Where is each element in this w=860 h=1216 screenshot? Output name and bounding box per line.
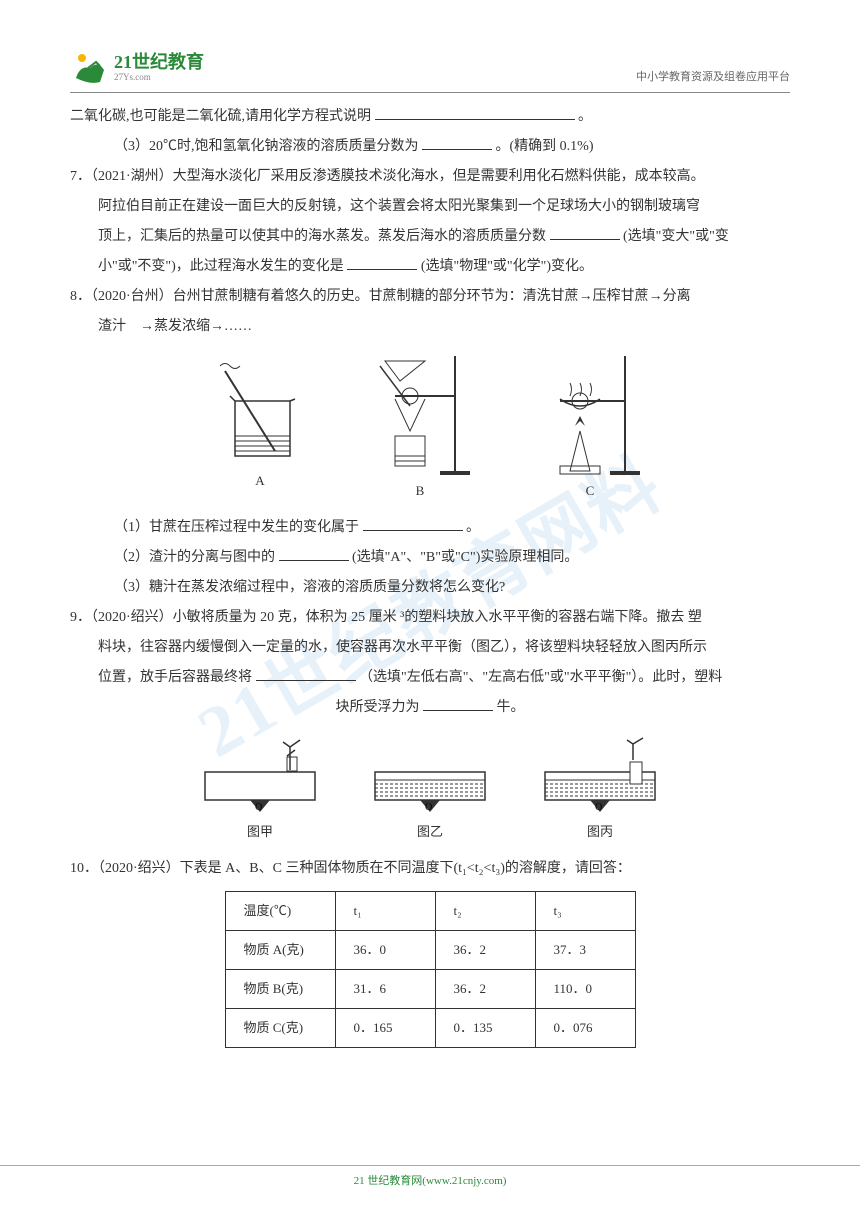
text-line: 阿拉伯目前正在建设一面巨大的反射镜，这个装置会将太阳光聚集到一个足球场大小的钢制… xyxy=(70,193,790,221)
blank xyxy=(550,224,620,240)
page-content: 21世纪教育 27Ys.com 中小学教育资源及组卷应用平台 二氧化碳,也可能是… xyxy=(70,50,790,1048)
balance-water-icon: O xyxy=(365,732,495,817)
text-line: （3）糖汁在蒸发浓缩过程中，溶液的溶质质量分数将怎么变化? xyxy=(70,574,790,602)
page-footer: 21 世纪教育网(www.21cnjy.com) xyxy=(0,1165,860,1192)
diagram-bing: O 图丙 xyxy=(535,732,665,845)
text: (选填"物理"或"化学")变化。 xyxy=(421,259,593,274)
blank xyxy=(256,665,356,681)
diagram-A: A xyxy=(205,351,315,504)
text: 。 xyxy=(466,520,480,535)
text: 位置，放手后容器最终将 xyxy=(98,670,252,685)
table-cell: 0．165 xyxy=(335,1009,435,1048)
diagram-label: 图乙 xyxy=(417,819,443,845)
beaker-stirring-icon xyxy=(205,351,315,466)
blank xyxy=(423,695,493,711)
blank xyxy=(279,545,349,561)
text: 二氧化碳,也可能是二氧化硫,请用化学方程式说明 xyxy=(70,109,371,124)
diagram-label: C xyxy=(586,478,595,504)
text-line: （3）20℃时,饱和氢氧化钠溶液的溶质质量分数为 。(精确到 0.1%) xyxy=(70,133,790,161)
balance-empty-icon: O xyxy=(195,732,325,817)
blank xyxy=(347,254,417,270)
text: 。 xyxy=(578,109,592,124)
table-header-cell: t₂ xyxy=(435,892,535,931)
blank xyxy=(363,515,463,531)
table-cell: 36．2 xyxy=(435,970,535,1009)
text: (选填"A"、"B"或"C")实验原理相同。 xyxy=(352,550,578,565)
table-cell: 37．3 xyxy=(535,931,635,970)
blank xyxy=(422,134,492,150)
text: 顶上，汇集后的热量可以使其中的海水蒸发。蒸发后海水的溶质质量分数 xyxy=(98,229,546,244)
diagram-B: B xyxy=(355,351,485,504)
logo-icon xyxy=(70,50,110,86)
evaporation-icon xyxy=(525,351,655,476)
table-cell: 物质 C(克) xyxy=(225,1009,335,1048)
diagram-label: A xyxy=(255,468,264,494)
table-header-cell: t₁ xyxy=(335,892,435,931)
diagram-label: B xyxy=(416,478,425,504)
text-line: （2）渣汁的分离与图中的 (选填"A"、"B"或"C")实验原理相同。 xyxy=(70,544,790,572)
diagram-label: 图甲 xyxy=(247,819,273,845)
diagram-yi: O 图乙 xyxy=(365,732,495,845)
question-10: 10．（2020·绍兴）下表是 A、B、C 三种固体物质在不同温度下(t₁<t₂… xyxy=(70,855,790,883)
header-right: 中小学教育资源及组卷应用平台 xyxy=(636,50,790,88)
diagram-label: 图丙 xyxy=(587,819,613,845)
text: 小"或"不变")，此过程海水发生的变化是 xyxy=(98,259,344,274)
text: 块所受浮力为 xyxy=(336,700,420,715)
text-line: 渣汁 →蒸发浓缩→…… xyxy=(70,313,790,341)
svg-text:O: O xyxy=(595,802,602,813)
text: 牛。 xyxy=(497,700,525,715)
table-cell: 110．0 xyxy=(535,970,635,1009)
table-cell: 31．6 xyxy=(335,970,435,1009)
blank xyxy=(375,104,575,120)
diagram-C: C xyxy=(525,351,655,504)
question-7: 7．（2021·湖州）大型海水淡化厂采用反渗透膜技术淡化海水，但是需要利用化石燃… xyxy=(70,163,790,191)
text: （1）甘蔗在压榨过程中发生的变化属于 xyxy=(114,520,359,535)
page-header: 21世纪教育 27Ys.com 中小学教育资源及组卷应用平台 xyxy=(70,50,790,93)
table-row: 物质 A(克)36．036．237．3 xyxy=(225,931,635,970)
text-line: 位置，放手后容器最终将 （选填"左低右高"、"左高右低"或"水平平衡"）。此时，… xyxy=(70,664,790,692)
logo-text-top: 21世纪教育 xyxy=(114,53,204,73)
text: （选填"左低右高"、"左高右低"或"水平平衡"）。此时，塑料 xyxy=(359,670,722,685)
table-cell: 物质 B(克) xyxy=(225,970,335,1009)
diagram-row-q9: O 图甲 O 图乙 xyxy=(70,732,790,845)
question-8: 8．（2020·台州）台州甘蔗制糖有着悠久的历史。甘蔗制糖的部分环节为：清洗甘蔗… xyxy=(70,283,790,311)
table-header-cell: 温度(℃) xyxy=(225,892,335,931)
table-cell: 0．076 xyxy=(535,1009,635,1048)
text-line: 块所受浮力为 牛。 xyxy=(70,694,790,722)
diagram-jia: O 图甲 xyxy=(195,732,325,845)
text-line: 二氧化碳,也可能是二氧化硫,请用化学方程式说明 。 xyxy=(70,103,790,131)
table-cell: 36．2 xyxy=(435,931,535,970)
text-line: 料块，往容器内缓慢倒入一定量的水，使容器再次水平平衡（图乙），将该塑料块轻轻放入… xyxy=(70,634,790,662)
filtration-icon xyxy=(355,351,485,476)
text-line: （1）甘蔗在压榨过程中发生的变化属于 。 xyxy=(70,514,790,542)
svg-text:O: O xyxy=(425,802,432,813)
text-line: 顶上，汇集后的热量可以使其中的海水蒸发。蒸发后海水的溶质质量分数 (选填"变大"… xyxy=(70,223,790,251)
text: 。(精确到 0.1%) xyxy=(496,139,594,154)
table-row: 物质 C(克)0．1650．1350．076 xyxy=(225,1009,635,1048)
logo-group: 21世纪教育 27Ys.com xyxy=(70,50,204,86)
table-cell: 0．135 xyxy=(435,1009,535,1048)
table-row: 物质 B(克)31．636．2110．0 xyxy=(225,970,635,1009)
text-line: 小"或"不变")，此过程海水发生的变化是 (选填"物理"或"化学")变化。 xyxy=(70,253,790,281)
logo-text-bottom: 27Ys.com xyxy=(114,73,204,83)
diagram-row-q8: A B xyxy=(70,351,790,504)
table-header-cell: t₃ xyxy=(535,892,635,931)
table-cell: 36．0 xyxy=(335,931,435,970)
svg-text:O: O xyxy=(255,802,262,813)
table-cell: 物质 A(克) xyxy=(225,931,335,970)
solubility-table: 温度(℃)t₁t₂t₃物质 A(克)36．036．237．3物质 B(克)31．… xyxy=(225,891,636,1048)
question-9: 9．（2020·绍兴）小敏将质量为 20 克，体积为 25 厘米 ³的塑料块放入… xyxy=(70,604,790,632)
text: （3）20℃时,饱和氢氧化钠溶液的溶质质量分数为 xyxy=(114,139,419,154)
text: （2）渣汁的分离与图中的 xyxy=(114,550,275,565)
text: (选填"变大"或"变 xyxy=(623,229,729,244)
balance-block-icon: O xyxy=(535,732,665,817)
